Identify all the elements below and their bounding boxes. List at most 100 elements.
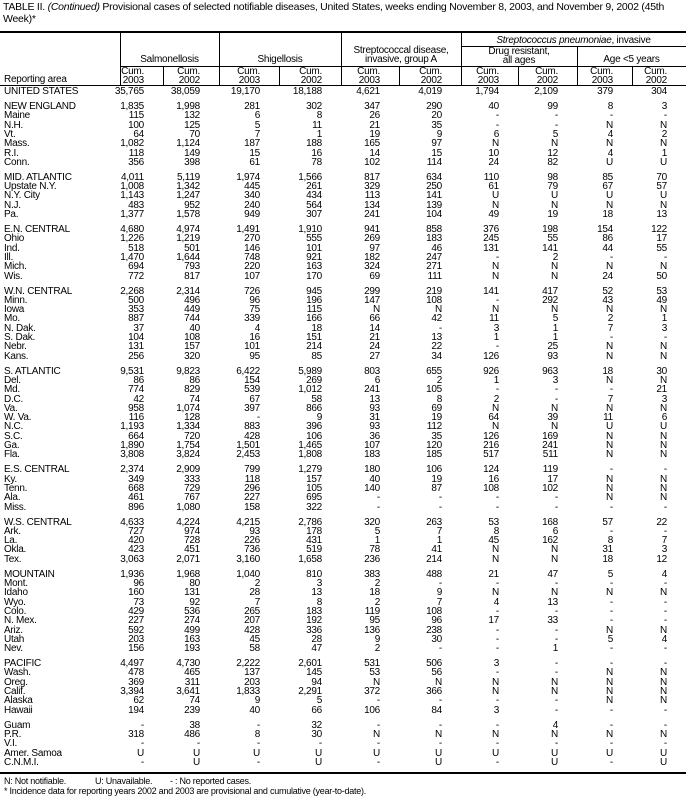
- cell-value: 531: [364, 658, 380, 670]
- cell-value: 14: [369, 147, 380, 159]
- cell-value: 486: [184, 728, 200, 740]
- cell-value: N: [551, 587, 558, 599]
- reporting-area-name: Ohio: [4, 233, 25, 245]
- cell-value: 75: [249, 304, 260, 316]
- table-row: Ky. 349 333 118 157 40 19 16 17 N N: [0, 474, 686, 484]
- cell-value: -: [663, 578, 667, 589]
- cell-value: 655: [426, 365, 442, 377]
- header-reporting-area: Reporting area: [4, 74, 67, 85]
- cell-value: 22: [656, 516, 667, 528]
- cell-value: 17: [656, 233, 667, 245]
- cell-value: 592: [128, 624, 144, 636]
- cell-value: 37: [133, 322, 144, 334]
- cell-value: 398: [184, 156, 200, 168]
- cell-value: U: [606, 156, 613, 168]
- reporting-area-name: Okla.: [4, 544, 27, 556]
- cell-value: 115: [128, 110, 144, 122]
- cell-value: 24: [369, 341, 380, 353]
- cell-value: 169: [542, 430, 558, 442]
- cell-value: 1: [316, 128, 323, 140]
- cell-value: -: [196, 738, 200, 750]
- cell-value: 43: [602, 294, 613, 306]
- table-row: Alaska 62 74 9 5 - - - - N N: [0, 696, 686, 706]
- reporting-area-name: Colo.: [4, 605, 27, 617]
- cell-value: 58: [311, 393, 322, 405]
- cell-value: N: [660, 440, 667, 451]
- cell-value: 1: [552, 643, 559, 655]
- cell-value: 85: [602, 171, 613, 183]
- header-year: 2003: [238, 75, 261, 86]
- cell-value: -: [609, 605, 613, 617]
- reporting-area-name: Minn.: [4, 294, 28, 306]
- cell-value: -: [663, 501, 667, 513]
- cell-value: -: [495, 667, 499, 679]
- cell-value: 397: [244, 402, 260, 414]
- cell-value: 1,491: [236, 224, 260, 235]
- reporting-area-name: Ariz.: [4, 624, 23, 636]
- cell-value: -: [256, 412, 260, 424]
- cell-value: 817: [364, 171, 380, 183]
- top-rule: [0, 31, 686, 33]
- cell-value: 263: [426, 516, 442, 528]
- cell-value: -: [663, 464, 667, 476]
- table-title: TABLE II. (Continued) Provisional cases …: [3, 1, 683, 25]
- cell-value: 53: [369, 667, 380, 679]
- cell-value: 7: [661, 535, 668, 547]
- cell-value: N: [660, 341, 667, 353]
- cell-value: 35: [431, 119, 442, 131]
- cell-value: 196: [306, 294, 322, 306]
- cell-value: 214: [426, 553, 442, 565]
- cell-value: 27: [369, 350, 380, 362]
- cell-value: 429: [128, 605, 144, 617]
- cell-value: 1: [374, 535, 381, 547]
- cell-value: 428: [244, 624, 260, 636]
- table-row: Okla. 423 451 736 519 78 41 N N 31 3: [0, 544, 686, 556]
- cell-value: 19: [369, 128, 380, 140]
- reporting-area-name: NEW ENGLAND: [4, 101, 76, 112]
- cell-value: 1,833: [236, 686, 260, 697]
- cell-value: 1,501: [236, 440, 260, 451]
- cell-value: 478: [128, 667, 144, 679]
- cell-value: 2: [436, 374, 443, 386]
- cell-value: 2,268: [120, 285, 144, 297]
- cell-value: 1,247: [176, 190, 200, 202]
- cell-value: -: [609, 578, 613, 589]
- reporting-area-name: Fla.: [4, 449, 20, 461]
- cell-value: 44: [602, 242, 613, 254]
- cell-value: 1,644: [176, 251, 200, 263]
- table-row: Oreg. 369 311 203 94 N N N N N N: [0, 676, 686, 688]
- table-row: Nebr. 131 157 101 214 24 22 - 25 N N: [0, 341, 686, 353]
- cell-value: 4: [661, 633, 668, 645]
- cell-value: 428: [244, 430, 260, 442]
- region-row: NEW ENGLAND 1,835 1,998 281 302 347 290 40 99 8 3: [0, 101, 686, 112]
- cell-value: -: [554, 384, 558, 396]
- cell-value: N: [492, 553, 499, 565]
- cell-value: 18: [602, 553, 613, 565]
- cell-value: 118: [128, 147, 144, 159]
- cell-value: 216: [483, 440, 499, 451]
- cell-value: 145: [306, 667, 322, 679]
- cell-value: -: [438, 719, 442, 731]
- cell-value: U: [253, 747, 260, 759]
- reporting-area-name: Nebr.: [4, 341, 27, 353]
- cell-value: 95: [369, 615, 380, 627]
- table-row: Hawaii 194 239 40 66 106 84 3 - - -: [0, 704, 686, 716]
- cell-value: 15: [249, 147, 260, 159]
- cell-value: 369: [128, 676, 144, 688]
- cell-value: 810: [306, 568, 322, 580]
- cell-value: -: [609, 704, 613, 716]
- header-year: 2002: [178, 75, 201, 86]
- cell-value: 2,314: [176, 285, 200, 297]
- cell-value: 9,823: [176, 365, 200, 377]
- cell-value: 67: [249, 393, 260, 405]
- cell-value: 4,011: [120, 171, 144, 183]
- cell-value: 1,342: [176, 181, 200, 193]
- cell-value: 106: [426, 464, 442, 476]
- header-strep-pneumoniae-rest: , invasive: [611, 35, 651, 46]
- cell-value: 3: [661, 322, 668, 334]
- cell-value: 536: [184, 605, 200, 617]
- cell-value: 720: [184, 430, 200, 442]
- cell-value: N: [660, 482, 667, 494]
- cell-value: -: [495, 738, 499, 750]
- cell-value: 379: [597, 86, 613, 97]
